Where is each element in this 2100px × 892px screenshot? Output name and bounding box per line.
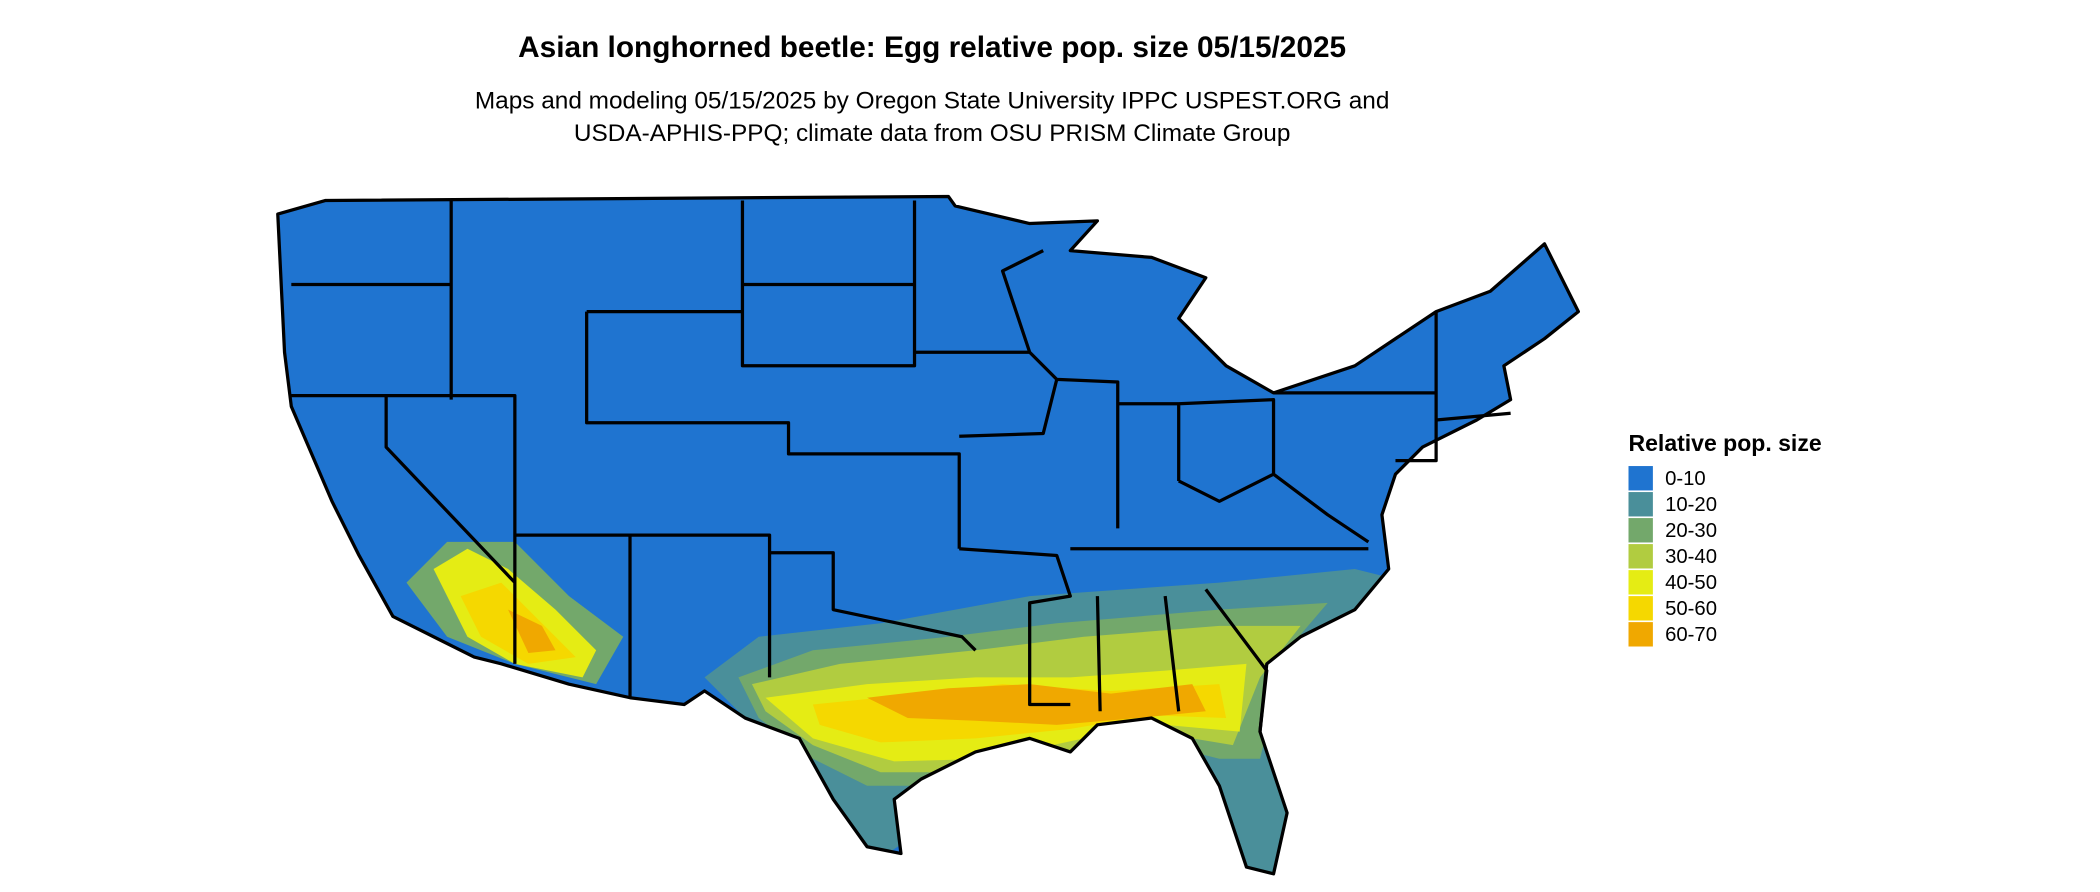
legend-label: 20-30	[1665, 520, 1717, 542]
legend-label: 40-50	[1665, 572, 1717, 594]
legend: Relative pop. size 0-10 10-20 20-30 30-40 40…	[1628, 430, 1822, 647]
legend-swatch	[1628, 544, 1653, 569]
map-title: Asian longhorned beetle: Egg relative po…	[518, 31, 1346, 64]
legend-label: 50-60	[1665, 598, 1717, 620]
legend-swatch	[1628, 492, 1653, 517]
legend-title: Relative pop. size	[1628, 430, 1821, 456]
subtitle: Maps and modeling 05/15/2025 by Oregon S…	[475, 87, 1390, 114]
legend-swatch	[1628, 570, 1653, 595]
legend-swatch	[1628, 622, 1653, 647]
legend-label: 60-70	[1665, 624, 1717, 646]
legend-label: 10-20	[1665, 494, 1717, 516]
state-borders	[291, 200, 1511, 732]
us-map	[276, 194, 1580, 876]
legend-swatch	[1628, 466, 1653, 491]
subtitle: USDA-APHIS-PPQ; climate data from OSU PR…	[574, 120, 1291, 147]
legend-label: 30-40	[1665, 546, 1717, 568]
legend-swatch	[1628, 518, 1653, 543]
legend-label: 0-10	[1665, 468, 1706, 490]
legend-swatch	[1628, 596, 1653, 621]
